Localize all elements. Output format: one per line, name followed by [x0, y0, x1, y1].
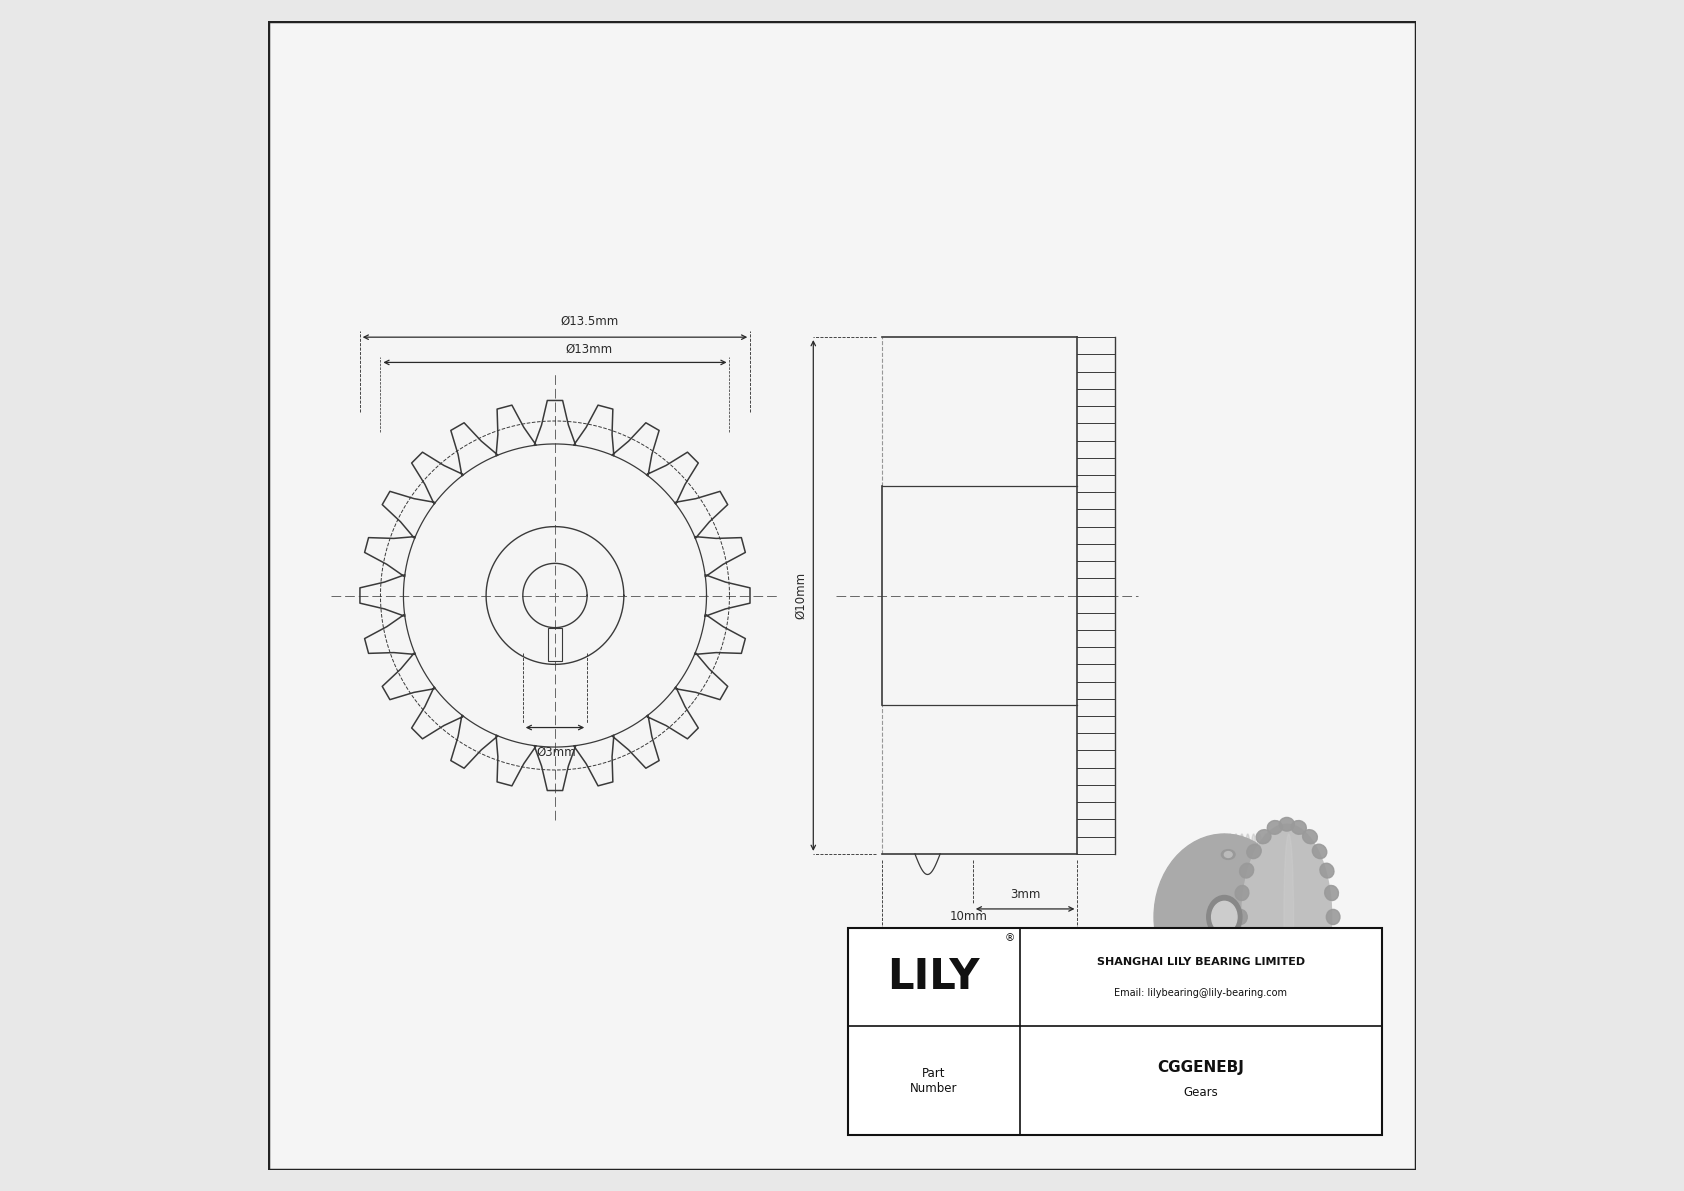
Ellipse shape — [1320, 863, 1334, 878]
Ellipse shape — [1154, 834, 1295, 1000]
Ellipse shape — [1280, 1003, 1295, 1016]
Ellipse shape — [1312, 844, 1327, 859]
Ellipse shape — [1250, 834, 1258, 1000]
Ellipse shape — [1246, 844, 1261, 859]
Ellipse shape — [1207, 896, 1241, 939]
Bar — [547, 628, 562, 661]
Ellipse shape — [1268, 821, 1282, 835]
Ellipse shape — [1325, 885, 1339, 900]
Text: CGGENEBJ: CGGENEBJ — [1157, 1060, 1244, 1075]
Ellipse shape — [1260, 834, 1270, 1000]
Text: Email: lilybearing@lily-bearing.com: Email: lilybearing@lily-bearing.com — [1115, 989, 1287, 998]
Ellipse shape — [1302, 990, 1317, 1004]
Text: Gears: Gears — [1184, 1085, 1218, 1098]
Ellipse shape — [1241, 824, 1332, 1010]
Ellipse shape — [1239, 956, 1253, 971]
Ellipse shape — [1243, 834, 1253, 1000]
Ellipse shape — [1221, 849, 1234, 860]
Ellipse shape — [1320, 956, 1334, 971]
Ellipse shape — [1271, 834, 1282, 1000]
Text: LILY: LILY — [887, 956, 980, 998]
Bar — [847, 929, 1381, 1135]
Text: Part
Number: Part Number — [909, 1067, 958, 1095]
Ellipse shape — [1327, 910, 1340, 924]
Text: SHANGHAI LILY BEARING LIMITED: SHANGHAI LILY BEARING LIMITED — [1096, 958, 1305, 967]
Text: Ø13mm: Ø13mm — [566, 343, 613, 356]
Ellipse shape — [1231, 834, 1241, 1000]
Ellipse shape — [1266, 834, 1276, 1000]
Ellipse shape — [1312, 975, 1327, 990]
Ellipse shape — [1238, 834, 1246, 1000]
Ellipse shape — [1239, 863, 1253, 878]
Text: ®: ® — [1005, 933, 1015, 943]
Bar — [847, 929, 1381, 1135]
Ellipse shape — [1256, 830, 1271, 843]
Text: 10mm: 10mm — [950, 910, 987, 923]
Text: Ø13.5mm: Ø13.5mm — [561, 314, 618, 328]
Ellipse shape — [1226, 834, 1234, 1000]
Ellipse shape — [1224, 852, 1233, 858]
Ellipse shape — [1292, 821, 1307, 835]
Ellipse shape — [1268, 999, 1282, 1014]
Ellipse shape — [1234, 934, 1250, 948]
Ellipse shape — [1278, 834, 1288, 1000]
Ellipse shape — [1302, 830, 1317, 843]
Ellipse shape — [1280, 817, 1295, 831]
Ellipse shape — [1283, 834, 1293, 1000]
Ellipse shape — [1234, 885, 1250, 900]
Ellipse shape — [1292, 999, 1307, 1014]
Ellipse shape — [1256, 990, 1271, 1004]
Ellipse shape — [1325, 934, 1339, 948]
Ellipse shape — [1234, 910, 1248, 924]
Ellipse shape — [1246, 975, 1261, 990]
Text: 3mm: 3mm — [1010, 888, 1041, 900]
Ellipse shape — [1219, 834, 1229, 1000]
Ellipse shape — [1212, 902, 1238, 933]
Text: Ø3mm: Ø3mm — [536, 746, 576, 759]
Ellipse shape — [1255, 834, 1265, 1000]
Text: Ø10mm: Ø10mm — [795, 572, 808, 619]
